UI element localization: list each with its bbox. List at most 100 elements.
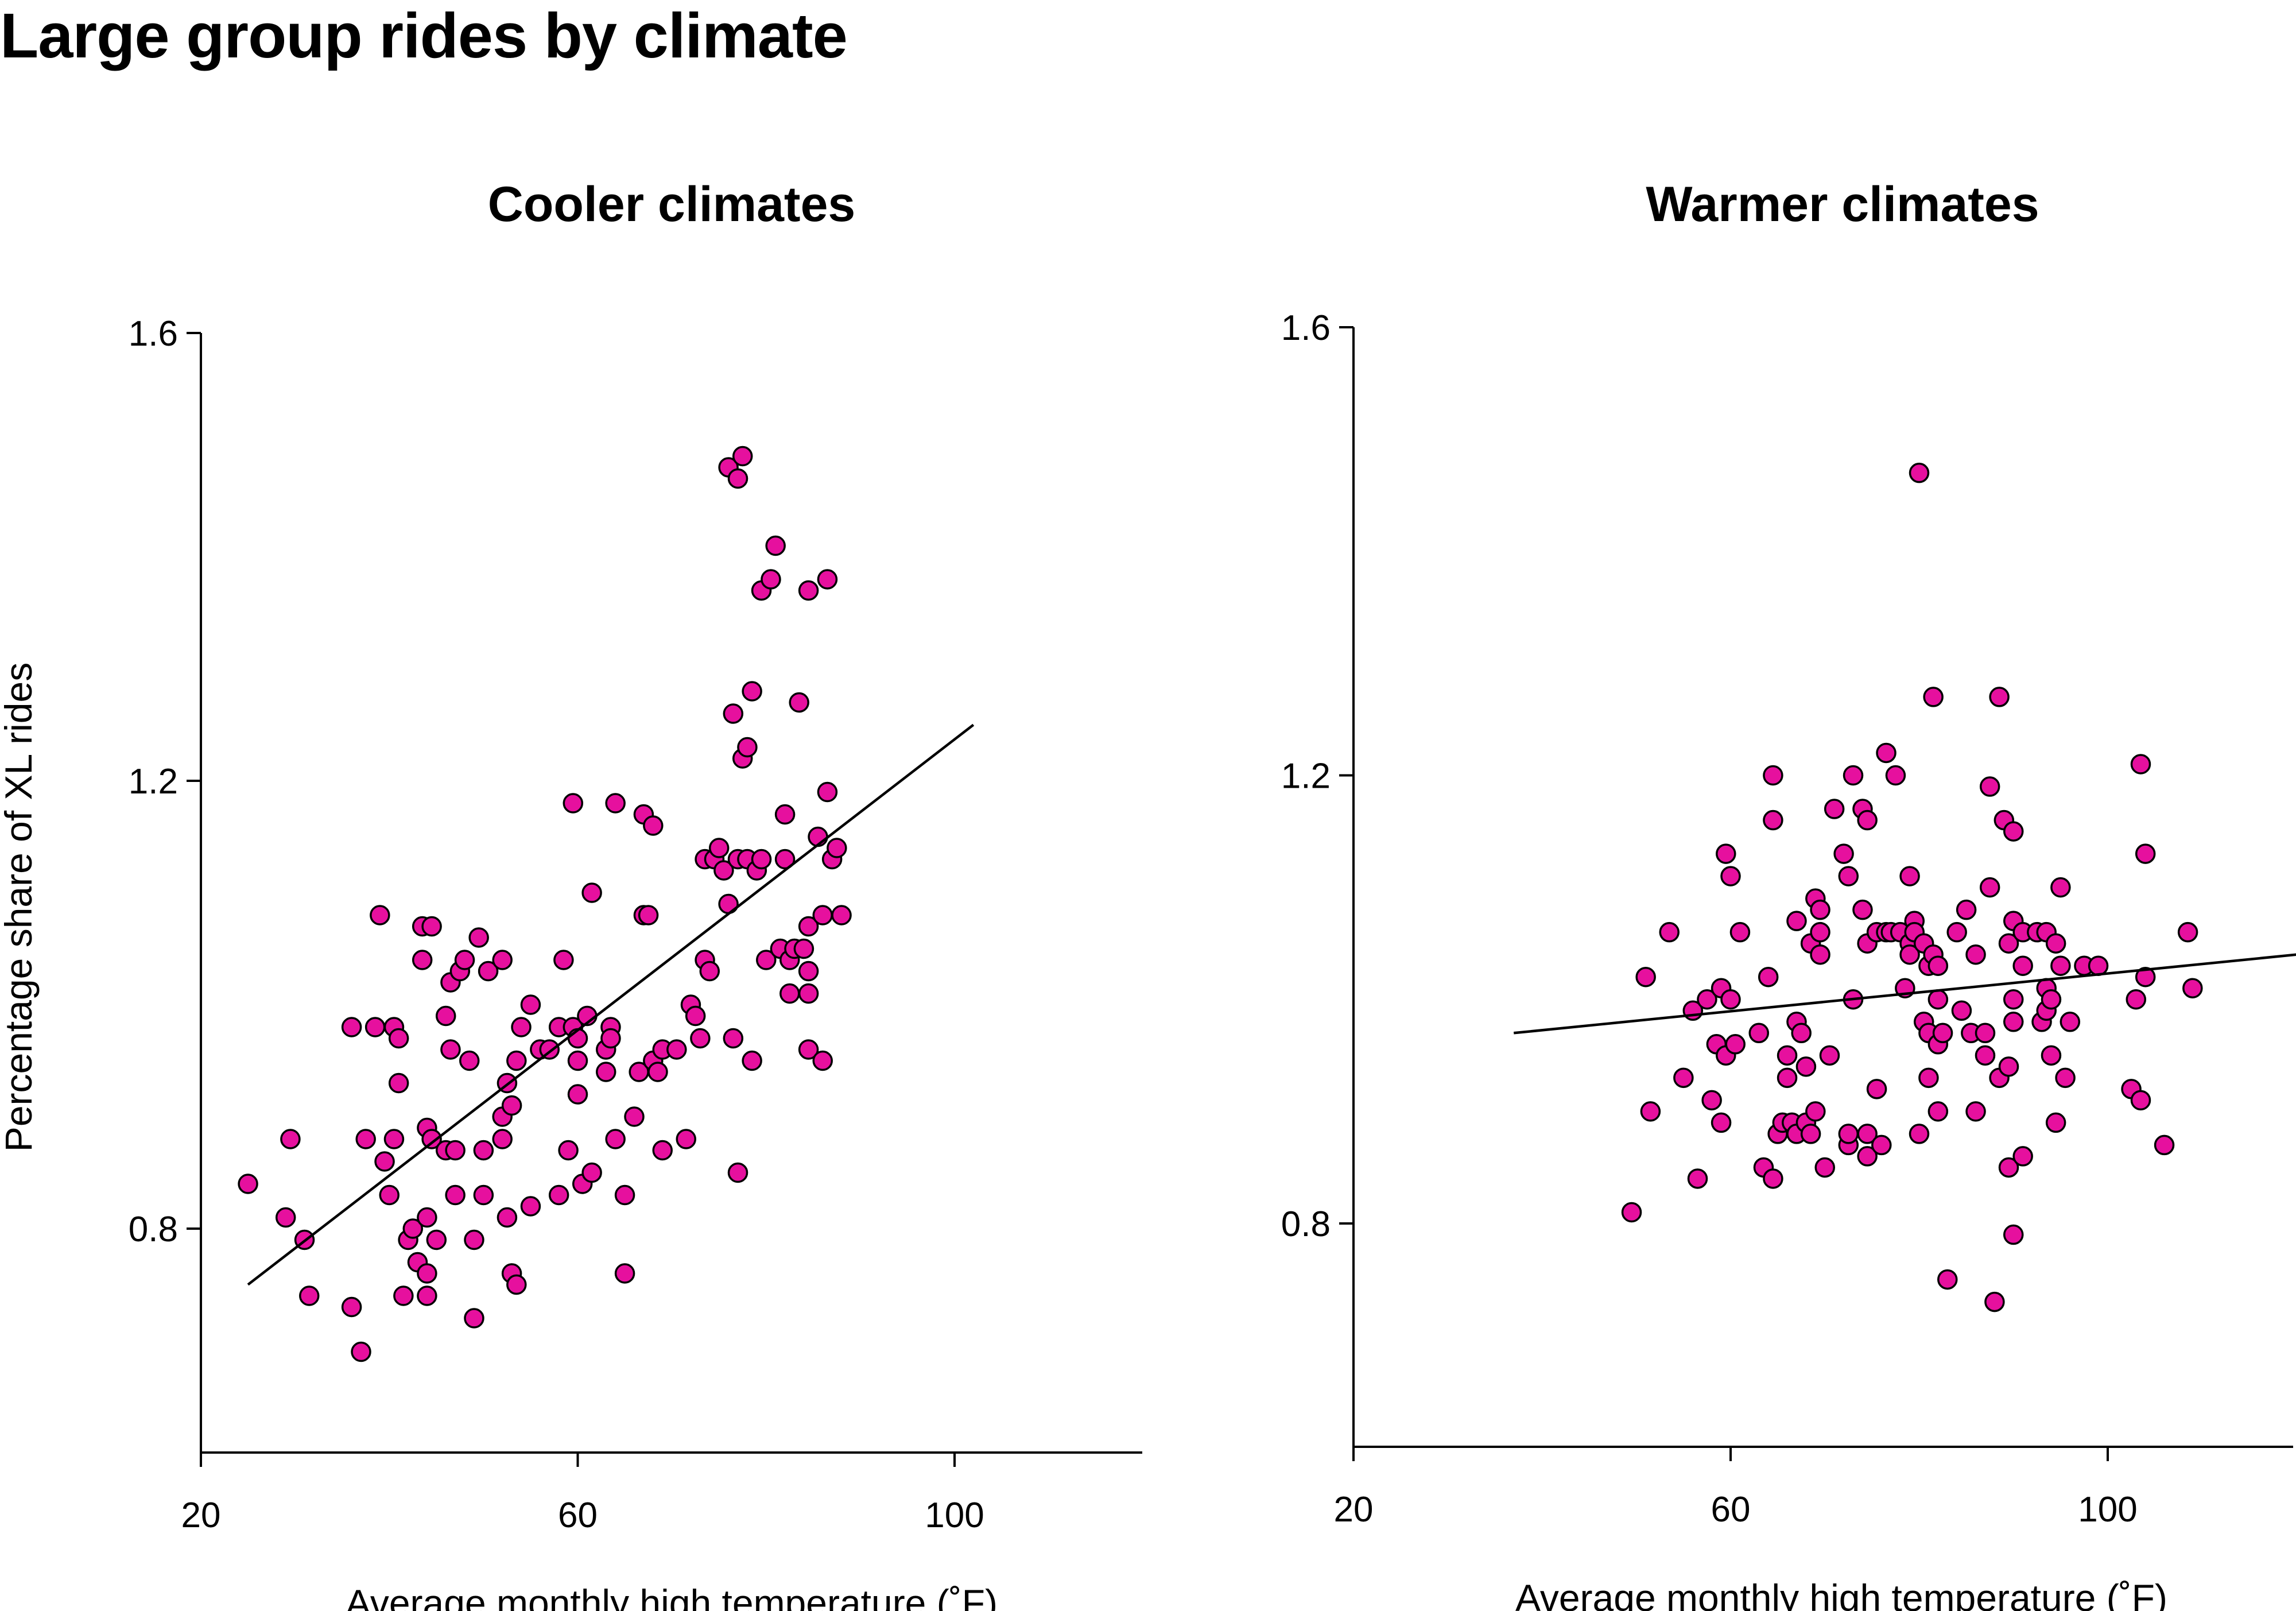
data-point (1725, 1034, 1746, 1055)
data-point (341, 1296, 362, 1318)
data-point (1777, 1067, 1798, 1089)
data-point (445, 1184, 466, 1206)
data-point (1857, 1124, 1878, 1144)
y-tick-label: 1.2 (129, 762, 178, 801)
trend-line (247, 723, 975, 1286)
data-point (1777, 1045, 1798, 1066)
data-point (383, 1129, 405, 1149)
data-point (761, 569, 781, 590)
data-point (789, 692, 809, 713)
data-point (1857, 1146, 1878, 1167)
data-point (1871, 1134, 1892, 1156)
data-point (1763, 810, 1783, 831)
data-point (676, 1129, 696, 1149)
data-point (1800, 1124, 1821, 1144)
data-point (280, 1129, 301, 1149)
data-point (732, 446, 753, 467)
data-point (652, 1140, 673, 1161)
data-point (798, 580, 819, 601)
data-point (501, 1095, 522, 1116)
data-point (1824, 799, 1845, 819)
data-point (567, 1028, 588, 1049)
data-point (440, 1039, 461, 1060)
data-point (1716, 843, 1736, 864)
data-point (2130, 1090, 2151, 1111)
data-point (1810, 899, 1830, 920)
data-point (708, 838, 730, 858)
data-point (1805, 1101, 1826, 1122)
panel-title: Cooler climates (488, 177, 855, 232)
data-point (2060, 1012, 2081, 1032)
data-point (1923, 687, 1944, 707)
data-point (1697, 989, 1717, 1010)
data-point (379, 1184, 400, 1206)
data-point (1927, 989, 1949, 1010)
data-point (774, 804, 796, 825)
data-point (553, 950, 574, 970)
data-point (723, 1028, 744, 1049)
x-tick-label: 20 (181, 1496, 221, 1535)
data-point (374, 1151, 395, 1172)
data-point (473, 1140, 494, 1161)
data-point (605, 1129, 626, 1149)
data-point (1720, 866, 1741, 886)
data-point (742, 1050, 762, 1071)
data-point (756, 950, 777, 970)
data-point (506, 1274, 527, 1295)
data-point (1795, 1056, 1817, 1077)
data-point (1965, 1101, 1986, 1122)
data-point (1899, 944, 1920, 965)
data-point (614, 1184, 635, 1206)
data-point (506, 1050, 527, 1071)
data-point (520, 994, 541, 1015)
data-point (1956, 899, 1977, 920)
data-point (364, 1017, 386, 1037)
data-point (1621, 1202, 1642, 1223)
y-tick-label: 1.6 (1281, 308, 1331, 348)
data-point (459, 1050, 480, 1071)
data-point (1810, 921, 1830, 943)
data-point (473, 1184, 494, 1206)
data-point (779, 983, 800, 1004)
data-point (275, 1207, 296, 1228)
data-point (1786, 911, 1807, 931)
data-point (492, 950, 513, 970)
data-point (2045, 933, 2066, 954)
data-point (1640, 1101, 1661, 1122)
data-point (388, 1072, 409, 1094)
data-point (567, 1084, 588, 1105)
data-point (831, 905, 852, 925)
data-point (1833, 843, 1854, 864)
data-point (812, 905, 833, 925)
data-point (1975, 1023, 1996, 1044)
data-point (1852, 899, 1873, 920)
data-point (2182, 978, 2203, 998)
data-point (2135, 966, 2156, 987)
data-point (2088, 955, 2109, 976)
data-point (1843, 765, 1864, 786)
x-tick-label: 60 (558, 1496, 598, 1535)
data-point (1989, 687, 2010, 707)
data-point (1838, 866, 1859, 886)
data-point (497, 1207, 518, 1228)
data-point (417, 1285, 437, 1306)
data-point (600, 1028, 621, 1049)
data-point (520, 1196, 541, 1217)
data-point (417, 1207, 437, 1228)
data-point (351, 1341, 371, 1362)
data-point (793, 938, 815, 959)
data-point (2012, 955, 2033, 976)
data-point (1998, 1056, 2019, 1077)
data-point (605, 793, 626, 814)
data-point (581, 882, 602, 903)
data-point (1975, 1045, 1996, 1066)
data-point (2135, 843, 2156, 864)
data-point (2041, 989, 2062, 1010)
data-point (817, 781, 838, 803)
data-point (1918, 1067, 1939, 1089)
data-point (713, 860, 734, 881)
data-point (1687, 1168, 1708, 1189)
data-point (1979, 877, 2000, 898)
data-point (464, 1229, 484, 1250)
